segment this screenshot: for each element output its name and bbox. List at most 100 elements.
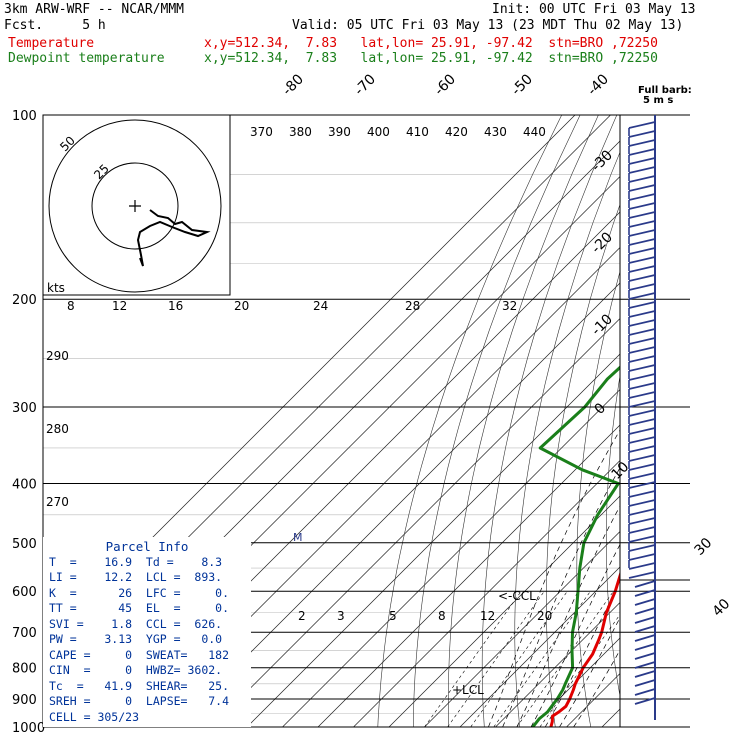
wind-barb (634, 652, 656, 660)
wind-barb (628, 229, 656, 237)
wind-barb (628, 355, 656, 363)
mixing-ratio-line (470, 591, 568, 727)
barb-legend-label: Full barb: (638, 85, 692, 96)
mixing-ratio-line (424, 591, 522, 727)
mixing-ratio-label: 2 (298, 609, 306, 623)
dewpoint-station-info: x,y=512.34, 7.83 lat,lon= 25.91, -97.42 … (204, 51, 658, 66)
isotherm-line (495, 115, 620, 727)
parcel-info-row: CAPE = 0 SWEAT= 182 (49, 647, 230, 662)
dry-adiabat-line (716, 115, 740, 740)
wind-barb (628, 148, 656, 156)
pressure-label: 200 (12, 293, 37, 308)
wind-barb (634, 598, 656, 606)
parcel-info-title: Parcel Info (105, 539, 189, 554)
mixing-ratio-label: 12 (480, 609, 495, 623)
parcel-info-row: CIN = 0 HWBZ= 3602. (49, 663, 223, 677)
mixing-ratio-label: 8 (438, 609, 446, 623)
wind-barb (628, 274, 656, 282)
wind-barb (628, 436, 656, 444)
parcel-info-row: Tc = 41.9 SHEAR= 25. (49, 678, 230, 693)
isotherm-label: -20 (589, 229, 616, 256)
hodograph-axis-label: 24 (313, 299, 328, 313)
hodograph-axis-label: 32 (502, 299, 517, 313)
wind-barb (628, 319, 656, 327)
mixing-ratio-line (516, 591, 614, 727)
isotherm-label: -10 (589, 311, 616, 338)
theta-label: 380 (289, 125, 312, 139)
parcel-info-row: LI = 12.2 LCL = 893. (49, 570, 223, 584)
isotherm-line (211, 115, 620, 727)
wind-barb (628, 517, 656, 525)
wind-barb (628, 544, 656, 552)
plot-frame (42, 114, 621, 728)
forecast-hour: Fcst. 5 h (4, 18, 106, 33)
isotherm-label: -80 (280, 71, 307, 98)
dry-adiabat-line (448, 115, 599, 727)
wind-barb (634, 688, 656, 696)
parcel-info-row: K = 26 LFC = 0. (49, 585, 230, 600)
dry-adiabat-line (576, 115, 620, 727)
wind-barb (628, 346, 656, 354)
wind-barb (634, 607, 656, 615)
wind-barb (628, 463, 656, 471)
wind-barb (628, 139, 656, 147)
parcel-info-row: SVI = 1.8 CCL = 626. (49, 616, 223, 631)
mixing-ratio-line (447, 591, 545, 727)
wind-barb (628, 454, 656, 462)
dry-adiabat-line (514, 115, 620, 727)
wind-barb (628, 364, 656, 372)
wind-barb (634, 670, 656, 678)
init-time: Init: 00 UTC Fri 03 May 13 (492, 2, 696, 17)
dry-adiabat-line (481, 115, 618, 727)
mixing-ratio-label: 5 (389, 609, 397, 623)
wind-barb (634, 643, 656, 651)
wind-barb (628, 553, 656, 561)
wind-barb (628, 121, 656, 129)
isotherm-line (282, 115, 620, 727)
wind-barb (628, 202, 656, 210)
isotherm-label: -50 (509, 71, 536, 98)
wind-barb (634, 661, 656, 669)
isotherm-line (175, 115, 620, 727)
wind-barb (628, 265, 656, 273)
wind-barb (634, 697, 656, 705)
temperature-station-info: x,y=512.34, 7.83 lat,lon= 25.91, -97.42 … (204, 36, 658, 51)
dry-adiabat-line (606, 115, 620, 727)
hodograph-center-mark (129, 200, 141, 212)
dry-adiabat-line (413, 115, 581, 727)
wind-barb (628, 211, 656, 219)
wind-barb (628, 247, 656, 255)
hodograph-ring-25 (91, 162, 179, 250)
lcl-marker: +LCL (452, 683, 484, 697)
theta-label: 410 (406, 125, 429, 139)
isotherm-line (388, 115, 620, 727)
wind-barb (628, 220, 656, 228)
wind-barb (628, 409, 656, 417)
wind-barb (628, 166, 656, 174)
mixing-ratio-label: 20 (537, 609, 552, 623)
isotherm-label: 40 (710, 596, 734, 620)
wind-barb (628, 526, 656, 534)
theta-side-label: 270 (46, 495, 69, 509)
valid-time: Valid: 05 UTC Fri 03 May 13 (23 MDT Thu … (292, 18, 684, 33)
dry-adiabat-line (663, 115, 728, 740)
dry-adiabat-line (690, 115, 740, 740)
wind-barb (628, 382, 656, 390)
theta-side-label: 290 (46, 349, 69, 363)
m-marker: M (293, 531, 303, 544)
barb-legend-unit: 5 m s (643, 95, 673, 106)
dry-adiabat-line (377, 115, 562, 727)
wind-barb (628, 292, 656, 300)
hodograph-axis-label: 16 (168, 299, 183, 313)
parcel-info-row: PW = 3.13 YGP = 0.0 (49, 632, 223, 646)
mixing-ratio-label: 3 (337, 609, 345, 623)
wind-barb (628, 337, 656, 345)
wind-barb (628, 391, 656, 399)
wind-barb (628, 427, 656, 435)
hodograph-axis-label: 28 (405, 299, 420, 313)
mixing-ratio-line (493, 591, 591, 727)
wind-barb (634, 580, 656, 588)
isotherm-label: -70 (352, 71, 379, 98)
pressure-label: 100 (12, 109, 37, 124)
dewpoint-line (531, 115, 620, 727)
